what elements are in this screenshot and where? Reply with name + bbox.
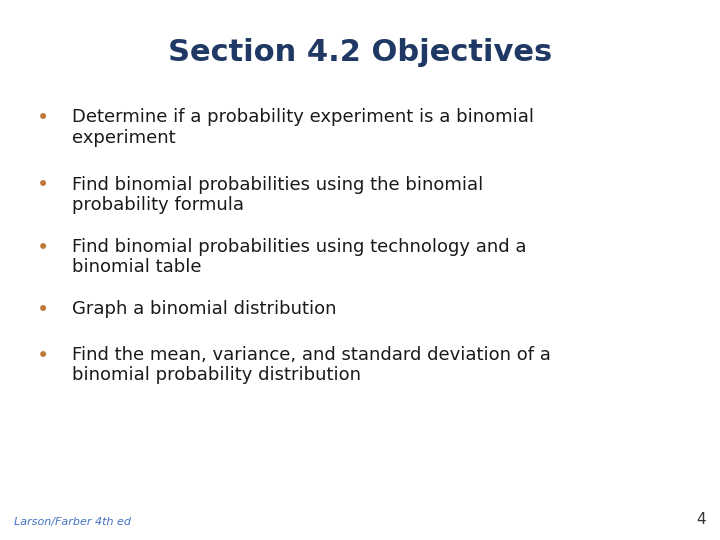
Text: Find binomial probabilities using the binomial
probability formula: Find binomial probabilities using the bi… [72,176,483,214]
Text: Determine if a probability experiment is a binomial
experiment: Determine if a probability experiment is… [72,108,534,147]
Text: 4: 4 [696,511,706,526]
Text: Find the mean, variance, and standard deviation of a
binomial probability distri: Find the mean, variance, and standard de… [72,346,551,384]
Text: •: • [37,238,50,258]
Text: Find binomial probabilities using technology and a
binomial table: Find binomial probabilities using techno… [72,238,526,276]
Text: Graph a binomial distribution: Graph a binomial distribution [72,300,336,318]
Text: •: • [37,346,50,366]
Text: Larson/Farber 4th ed: Larson/Farber 4th ed [14,516,132,526]
Text: •: • [37,108,50,128]
Text: •: • [37,176,50,195]
Text: Section 4.2 Objectives: Section 4.2 Objectives [168,38,552,67]
Text: •: • [37,300,50,320]
